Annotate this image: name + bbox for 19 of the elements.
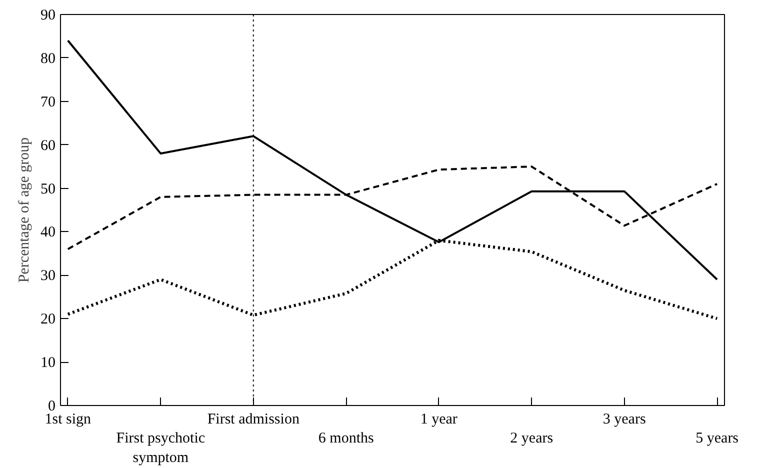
x-tick-label: 5 years: [696, 430, 739, 447]
y-tick-label: 50: [40, 181, 56, 198]
y-axis-title: Percentage of age group: [16, 137, 32, 283]
x-tick-label: 2 years: [510, 430, 554, 447]
y-tick-label: 30: [40, 268, 56, 284]
x-tick-label: First admission: [207, 412, 300, 428]
x-tick-label: 1 year: [420, 412, 458, 428]
y-tick-label: 60: [40, 138, 56, 154]
y-tick-label: 80: [40, 50, 56, 67]
x-tick-label: 1st sign: [44, 412, 92, 428]
y-tick-label: 0: [48, 398, 56, 414]
y-tick-label: 70: [40, 94, 56, 110]
y-tick-label: 10: [40, 355, 56, 372]
y-tick-label: 40: [40, 224, 56, 241]
x-tick-label: First psychotic symptom: [116, 430, 206, 466]
y-tick-label: 90: [40, 8, 56, 24]
y-tick-label: 20: [40, 312, 56, 328]
x-tick-label: 3 years: [602, 412, 646, 428]
x-tick-label: 6 months: [318, 430, 374, 447]
